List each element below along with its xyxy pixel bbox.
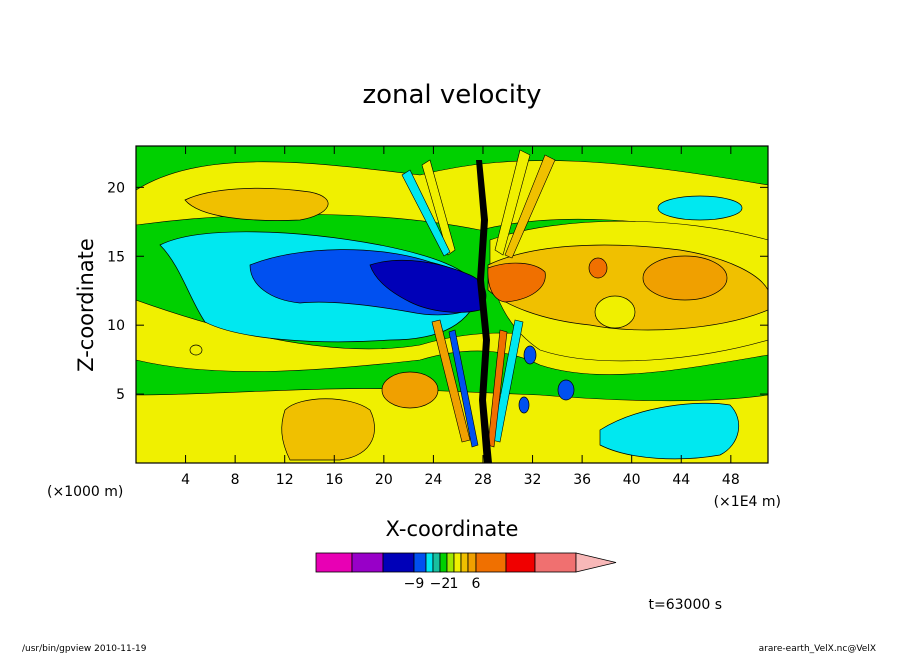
x-axis: 4 8 12 16 20 24 28 32 36 40 44 48 [181, 146, 740, 488]
x-tick-label: 24 [424, 472, 442, 488]
footer-left: /usr/bin/gpview 2010-11-19 [22, 644, 147, 654]
field-yellow-spot [189, 344, 203, 356]
x-tick-label: 32 [524, 472, 542, 488]
field-orange [487, 262, 546, 303]
footer-right: arare-earth_VelX.nc@VelX [759, 644, 876, 654]
field-orange-spot [588, 257, 608, 279]
y-tick-label: 15 [107, 249, 125, 265]
x-tick-label: 44 [672, 472, 690, 488]
x-tick-label: 16 [325, 472, 343, 488]
x-unit-right-label: (×1E4 m) [714, 494, 781, 510]
colorbar-segment [351, 552, 384, 573]
field-blue-spot-1 [557, 379, 575, 401]
colorbar-segment [475, 552, 507, 573]
y-axis: 5 10 15 20 [107, 180, 768, 403]
colorbar-label: −2 [430, 576, 451, 592]
field-orange-lower-left [281, 398, 375, 461]
field-wave-stripes [401, 149, 556, 448]
colorbar-segment [439, 552, 448, 573]
colorbar-segment [467, 552, 477, 573]
y-tick-label: 5 [116, 387, 125, 403]
field-orange-right-ellipse [642, 255, 728, 301]
x-tick-label: 40 [623, 472, 641, 488]
field-central-front [476, 160, 492, 463]
field-cyan-upper-right [657, 195, 743, 221]
field-yellow-right-ellipse [594, 295, 636, 329]
field-orange-lower-mid [381, 371, 439, 409]
x-tick-label: 28 [474, 472, 492, 488]
time-label: t=63000 s [649, 597, 723, 613]
plot-frame [135, 145, 769, 464]
velocity-field [136, 146, 768, 463]
y-tick-label: 10 [107, 318, 125, 334]
colorbar-label: −9 [404, 576, 425, 592]
field-orange-upper-left [184, 187, 329, 221]
y-tick-label: 20 [107, 180, 125, 196]
colorbar-segment [534, 552, 577, 573]
x-tick-label: 48 [722, 472, 740, 488]
x-unit-left-label: (×1000 m) [47, 484, 123, 500]
field-yellow-upper [136, 160, 768, 241]
colorbar-label: 1 [450, 576, 459, 592]
colorbar-segment [453, 552, 462, 573]
x-tick-label: 12 [276, 472, 294, 488]
colorbar-segment [460, 552, 469, 573]
field-blue-spot-3 [518, 396, 530, 414]
colorbar-label: 6 [472, 576, 481, 592]
x-tick-label: 20 [375, 472, 393, 488]
chart-title: zonal velocity [362, 80, 541, 110]
colorbar-segment [432, 552, 441, 573]
x-axis-label: X-coordinate [386, 517, 519, 541]
colorbar-segment [446, 552, 455, 573]
field-blue-spot-2 [523, 345, 537, 365]
colorbar-segment [315, 552, 353, 573]
colorbar-segment [425, 552, 434, 573]
colorbar-segment [505, 552, 536, 573]
colorbar-segment [413, 552, 427, 573]
field-cyan-lower-right [599, 402, 739, 460]
y-axis-label: Z-coordinate [74, 238, 98, 372]
x-tick-label: 36 [573, 472, 591, 488]
colorbar: −9 −2 1 6 [315, 552, 617, 592]
colorbar-arrow [575, 552, 617, 573]
x-tick-label: 8 [231, 472, 240, 488]
x-tick-label: 4 [181, 472, 190, 488]
colorbar-segment [382, 552, 415, 573]
